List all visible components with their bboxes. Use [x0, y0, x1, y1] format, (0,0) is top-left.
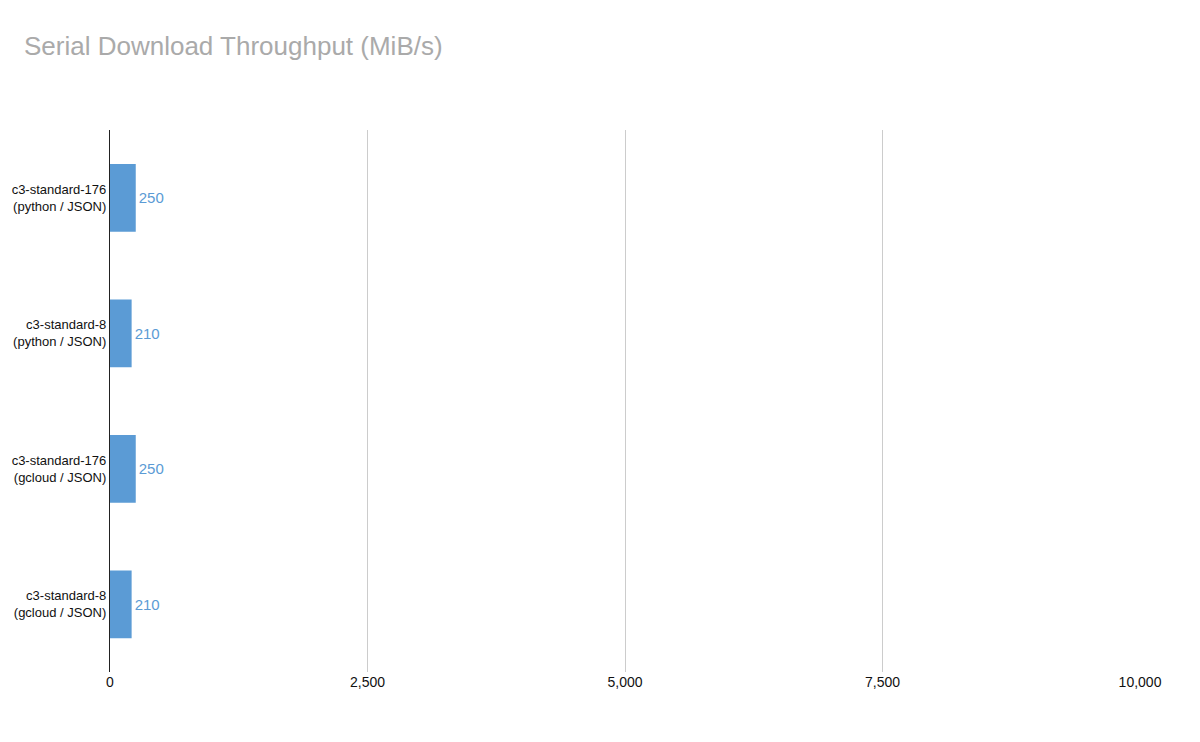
svg-text:7,500: 7,500	[865, 674, 900, 690]
svg-text:c3-standard-8(python / JSON): c3-standard-8(python / JSON)	[13, 317, 106, 349]
svg-text:Serial Download Throughput (Mi: Serial Download Throughput (MiB/s)	[24, 31, 443, 61]
svg-text:c3-standard-176(gcloud / JSON): c3-standard-176(gcloud / JSON)	[12, 453, 107, 485]
svg-text:210: 210	[135, 325, 160, 342]
svg-text:c3-standard-176(python / JSON): c3-standard-176(python / JSON)	[12, 182, 107, 214]
svg-text:0: 0	[106, 674, 114, 690]
svg-text:250: 250	[139, 460, 164, 477]
svg-text:c3-standard-8(gcloud / JSON): c3-standard-8(gcloud / JSON)	[14, 588, 106, 620]
svg-text:210: 210	[135, 596, 160, 613]
svg-text:250: 250	[139, 189, 164, 206]
svg-text:10,000: 10,000	[1119, 674, 1162, 690]
svg-text:2,500: 2,500	[350, 674, 385, 690]
svg-text:5,000: 5,000	[607, 674, 642, 690]
